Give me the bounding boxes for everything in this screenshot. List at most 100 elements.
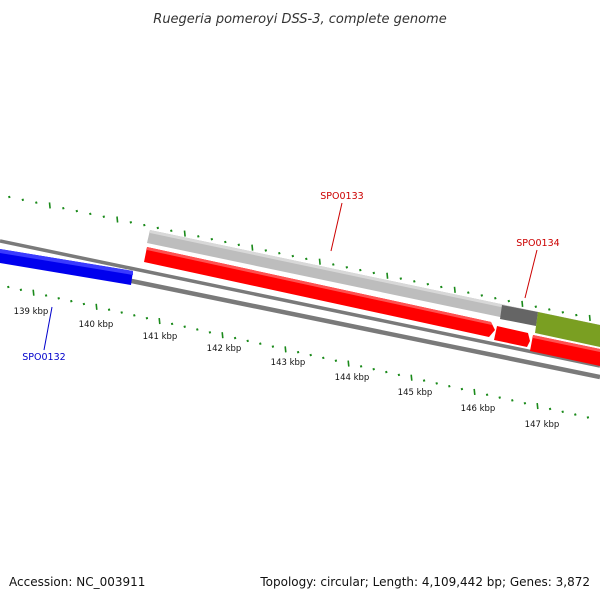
inner-minor-tick — [145, 316, 149, 320]
inner-minor-tick — [120, 311, 123, 314]
callout-line-spo0133 — [330, 202, 343, 252]
outer-minor-tick — [561, 311, 565, 314]
outer-minor-tick — [494, 296, 497, 300]
gene-spo0134-highlight — [533, 335, 600, 352]
inner-minor-tick — [561, 410, 564, 414]
inner-major-tick — [536, 402, 539, 410]
inner-minor-tick — [19, 288, 23, 292]
outer-minor-tick — [359, 268, 362, 272]
inner-minor-tick — [511, 399, 514, 402]
olive-feature[interactable] — [535, 312, 600, 347]
inner-minor-tick — [196, 328, 199, 331]
gene-red-small[interactable] — [494, 326, 530, 347]
inner-minor-tick — [107, 308, 111, 311]
outer-minor-tick — [8, 195, 11, 199]
inner-major-tick — [473, 388, 476, 395]
scale-tick-label: 143 kbp — [271, 358, 306, 368]
outer-minor-tick — [156, 226, 160, 230]
scale-tick-label: 139 kbp — [14, 307, 49, 317]
inner-minor-tick — [548, 407, 552, 411]
outer-major-tick — [318, 258, 321, 265]
outer-major-tick — [588, 314, 591, 322]
outer-major-tick — [386, 272, 389, 279]
inner-minor-tick — [246, 339, 249, 343]
outer-major-tick — [183, 230, 186, 237]
scale-tick-label: 140 kbp — [79, 320, 114, 330]
outer-minor-tick — [345, 266, 349, 269]
inner-minor-tick — [233, 336, 237, 340]
outer-minor-tick — [278, 251, 281, 255]
outer-minor-tick — [35, 201, 38, 204]
outer-minor-tick — [399, 277, 403, 280]
inner-major-tick — [95, 303, 98, 310]
inner-minor-tick — [422, 379, 426, 382]
inner-minor-tick — [523, 401, 527, 405]
inner-minor-tick — [57, 297, 60, 300]
outer-minor-tick — [305, 257, 308, 261]
outer-minor-tick — [210, 237, 214, 241]
gene-label-spo0133[interactable]: SPO0133 — [320, 191, 363, 202]
outer-minor-tick — [21, 198, 25, 202]
map-title: Ruegeria pomeroyi DSS-3, complete genome — [153, 12, 446, 27]
outer-minor-tick — [440, 285, 443, 289]
dark-feature[interactable] — [500, 305, 538, 326]
outer-minor-tick — [129, 221, 133, 224]
outer-minor-tick — [62, 206, 65, 210]
gene-label-spo0132[interactable]: SPO0132 — [22, 352, 65, 363]
grey-feature-track[interactable] — [147, 230, 600, 338]
inner-minor-tick — [397, 373, 401, 377]
grey-feature-highlight — [150, 230, 600, 328]
outer-minor-tick — [102, 215, 106, 218]
gene-spo0133-highlight — [147, 247, 492, 325]
gene-spo0134[interactable] — [530, 335, 600, 366]
outer-minor-tick — [507, 299, 511, 303]
inner-minor-tick — [435, 382, 438, 385]
outer-minor-tick — [467, 291, 470, 294]
scale-tick-label: 147 kbp — [525, 420, 560, 430]
inner-minor-tick — [170, 322, 174, 326]
scale-tick-label: 142 kbp — [207, 344, 242, 354]
outer-minor-tick — [197, 235, 200, 238]
inner-minor-tick — [460, 387, 464, 391]
inner-minor-tick — [385, 370, 388, 374]
scale-tick-label: 146 kbp — [461, 404, 496, 414]
inner-major-tick — [158, 317, 161, 325]
inner-tick-ring — [7, 285, 590, 419]
inner-major-tick — [221, 332, 224, 339]
gene-spo0132-highlight — [0, 249, 133, 275]
scale-tick-label: 145 kbp — [398, 388, 433, 398]
inner-major-tick — [410, 374, 413, 381]
outer-minor-tick — [480, 294, 484, 297]
callout-line-spo0134 — [524, 249, 538, 299]
inner-minor-tick — [133, 314, 136, 317]
outer-minor-tick — [224, 240, 227, 244]
inner-minor-tick — [309, 353, 312, 357]
outer-minor-tick — [332, 263, 335, 266]
inner-minor-tick — [586, 416, 590, 419]
inner-minor-tick — [448, 384, 451, 388]
scale-tick-label: 144 kbp — [335, 373, 370, 383]
outer-minor-tick — [575, 313, 578, 317]
inner-minor-tick — [322, 356, 325, 360]
inner-major-tick — [284, 346, 287, 353]
callout-line-spo0132 — [43, 306, 53, 351]
gene-spo0133[interactable] — [144, 247, 495, 337]
inner-minor-tick — [44, 294, 48, 297]
inner-minor-tick — [183, 325, 186, 328]
outer-minor-tick — [170, 229, 173, 233]
inner-minor-tick — [334, 359, 338, 362]
gene-label-spo0134[interactable]: SPO0134 — [516, 238, 559, 249]
outer-minor-tick — [89, 212, 92, 216]
inner-major-tick — [347, 360, 350, 367]
inner-minor-tick — [485, 393, 489, 397]
scale-tick-label: 141 kbp — [143, 332, 178, 342]
outer-minor-tick — [237, 243, 241, 247]
outer-minor-tick — [75, 209, 79, 213]
inner-minor-tick — [271, 345, 275, 348]
inner-minor-tick — [82, 302, 86, 306]
inner-minor-tick — [70, 299, 73, 303]
gene-label-group: SPO0132 SPO0133 SPO0134 — [22, 191, 559, 363]
outer-minor-tick — [143, 223, 146, 227]
